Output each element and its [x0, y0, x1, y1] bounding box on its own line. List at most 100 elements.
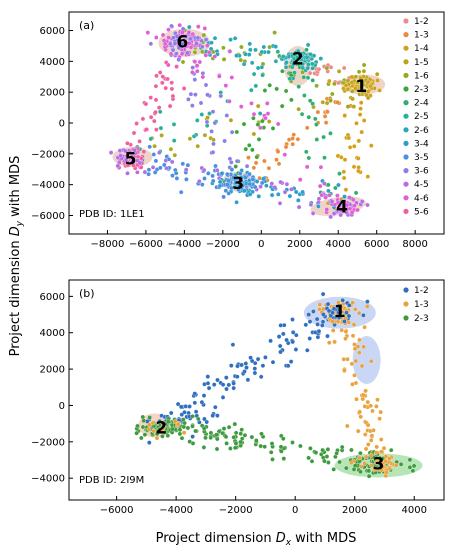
data-point — [185, 50, 190, 56]
x-axis-label-subscript: x — [285, 538, 292, 548]
data-point — [129, 154, 134, 160]
data-point — [321, 312, 326, 317]
data-point — [252, 360, 258, 366]
data-point — [248, 47, 253, 53]
data-point — [343, 336, 348, 341]
data-point — [243, 175, 248, 180]
data-point — [249, 434, 255, 440]
data-point — [318, 164, 324, 170]
data-point — [369, 463, 374, 468]
data-point — [258, 184, 263, 189]
data-point — [314, 137, 320, 142]
data-point — [239, 362, 244, 368]
data-point — [373, 450, 379, 455]
data-point — [360, 82, 366, 88]
data-point — [239, 178, 244, 184]
data-point — [125, 141, 130, 146]
data-point — [167, 41, 173, 47]
data-point — [229, 185, 234, 191]
y-axis-label-subscript: y — [15, 220, 25, 227]
data-point — [206, 171, 211, 176]
data-point — [326, 182, 331, 188]
panel-b-frame — [68, 279, 445, 501]
data-point — [261, 44, 267, 50]
data-point — [224, 441, 229, 446]
data-point — [181, 86, 187, 91]
data-point — [349, 80, 355, 85]
data-point — [296, 106, 301, 112]
data-point — [305, 65, 310, 71]
x-tick-label: 0 — [258, 239, 264, 250]
data-point — [362, 324, 367, 330]
data-point — [142, 432, 148, 437]
data-point — [238, 439, 243, 445]
data-point — [357, 409, 362, 415]
data-point — [365, 174, 371, 179]
data-point — [370, 408, 375, 414]
data-point — [221, 45, 226, 51]
data-point — [365, 422, 371, 428]
data-point — [236, 187, 241, 192]
data-point — [171, 138, 177, 143]
data-point — [362, 461, 367, 466]
data-point — [330, 319, 335, 324]
data-point — [305, 348, 310, 353]
data-point — [306, 312, 311, 317]
data-point — [130, 159, 135, 164]
data-point — [356, 138, 362, 144]
data-point — [353, 358, 359, 364]
data-point — [282, 189, 288, 195]
y-axis-label: Project dimension Dy with MDS — [8, 156, 25, 357]
data-point — [371, 428, 376, 433]
data-point — [195, 68, 200, 74]
panel-b-cluster-labels: 1 2 3 — [155, 302, 384, 475]
legend-marker — [403, 168, 409, 174]
data-point — [169, 23, 174, 29]
data-point — [164, 165, 169, 171]
data-point — [344, 310, 349, 315]
data-point — [187, 439, 192, 444]
data-point — [224, 375, 229, 380]
data-point — [223, 434, 229, 440]
x-axis-label-tail: with MDS — [291, 531, 356, 546]
data-point — [156, 105, 162, 110]
data-point — [211, 141, 216, 147]
data-point — [322, 181, 327, 186]
data-point — [176, 57, 181, 62]
data-point — [316, 328, 322, 334]
data-point — [203, 53, 209, 58]
data-point — [154, 435, 160, 441]
data-point — [220, 395, 226, 400]
x-tick-label: 4000 — [326, 239, 351, 250]
data-point — [311, 309, 316, 314]
data-point — [255, 356, 261, 362]
data-point — [332, 81, 337, 87]
x-tick-label: −4000 — [159, 505, 193, 516]
data-point — [368, 453, 374, 458]
data-point — [220, 382, 226, 387]
data-point — [178, 404, 184, 410]
data-point — [365, 304, 370, 309]
data-point — [234, 53, 239, 58]
data-point — [157, 70, 163, 75]
data-point — [303, 322, 309, 328]
data-point — [363, 432, 368, 437]
data-point — [284, 337, 289, 343]
data-point — [233, 441, 239, 446]
data-point — [177, 431, 183, 437]
legend-marker — [403, 127, 409, 133]
data-point — [360, 89, 366, 95]
data-point — [295, 55, 300, 60]
data-point — [333, 185, 338, 191]
data-point — [210, 109, 216, 114]
data-point — [139, 435, 144, 441]
data-point — [357, 350, 362, 355]
data-point — [174, 176, 180, 181]
data-point — [148, 95, 153, 100]
data-point — [211, 382, 217, 387]
data-point — [177, 22, 182, 28]
data-point — [180, 41, 185, 46]
data-point — [166, 27, 171, 32]
data-point — [190, 414, 195, 419]
